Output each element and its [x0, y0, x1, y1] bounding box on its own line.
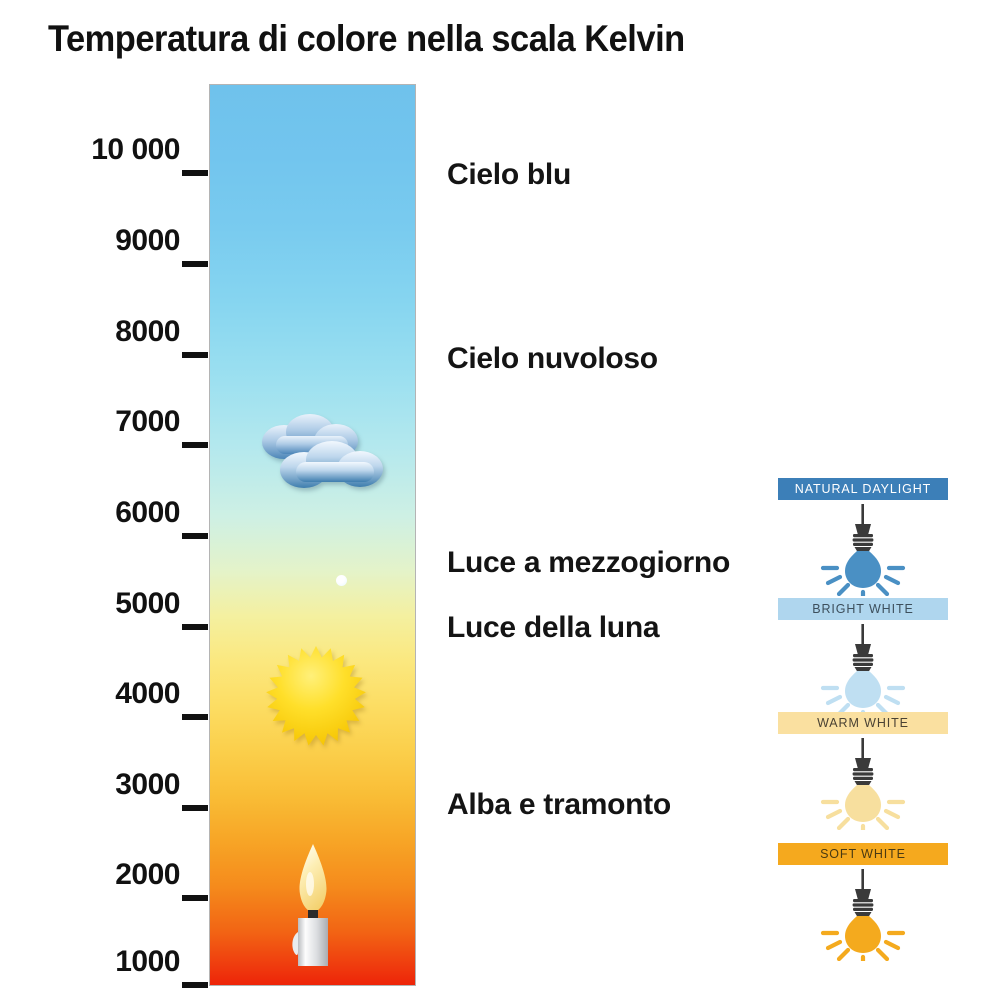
bulb-card[interactable]: WARM WHITE — [778, 712, 948, 830]
kelvin-gradient-fill — [210, 85, 415, 985]
scene-label: Luce della luna — [447, 611, 660, 644]
axis-tick — [182, 714, 208, 720]
scene-label: Alba e tramonto — [447, 788, 671, 821]
axis-tick — [182, 805, 208, 811]
moon-icon — [336, 575, 347, 586]
axis-tick-label: 8000 — [115, 315, 180, 348]
axis-tick-label: 2000 — [115, 858, 180, 891]
axis-tick-label: 10 000 — [91, 133, 180, 166]
axis-tick — [182, 261, 208, 267]
axis-tick — [182, 442, 208, 448]
light-bulb-icon — [820, 738, 906, 830]
axis-tick-label: 4000 — [115, 677, 180, 710]
axis-tick-label: 1000 — [115, 945, 180, 978]
bulb-card-banner: SOFT WHITE — [778, 843, 948, 865]
axis-tick-label: 5000 — [115, 587, 180, 620]
scene-label: Cielo blu — [447, 158, 571, 191]
bulb-card-banner: BRIGHT WHITE — [778, 598, 948, 620]
cloud-icon — [262, 414, 383, 488]
axis-tick — [182, 352, 208, 358]
axis-tick — [182, 624, 208, 630]
axis-tick-label: 6000 — [115, 496, 180, 529]
light-bulb-icon — [820, 624, 906, 716]
axis-tick — [182, 895, 208, 901]
scene-label: Cielo nuvoloso — [447, 342, 658, 375]
axis-tick-label: 9000 — [115, 224, 180, 257]
axis-tick-label: 7000 — [115, 405, 180, 438]
axis-tick — [182, 982, 208, 988]
page-title: Temperatura di colore nella scala Kelvin — [48, 18, 685, 59]
light-bulb-icon — [820, 869, 906, 961]
sun-icon — [266, 646, 366, 746]
bulb-card-banner: NATURAL DAYLIGHT — [778, 478, 948, 500]
bulb-card-banner: WARM WHITE — [778, 712, 948, 734]
axis-tick — [182, 170, 208, 176]
scene-label: Luce a mezzogiorno — [447, 546, 730, 579]
candle-icon — [292, 844, 328, 966]
light-bulb-icon — [820, 504, 906, 596]
bulb-card[interactable]: NATURAL DAYLIGHT — [778, 478, 948, 596]
bulb-card[interactable]: SOFT WHITE — [778, 843, 948, 961]
bulb-card[interactable]: BRIGHT WHITE — [778, 598, 948, 716]
axis-tick-label: 3000 — [115, 768, 180, 801]
kelvin-gradient-bar — [210, 85, 415, 985]
axis-tick — [182, 533, 208, 539]
